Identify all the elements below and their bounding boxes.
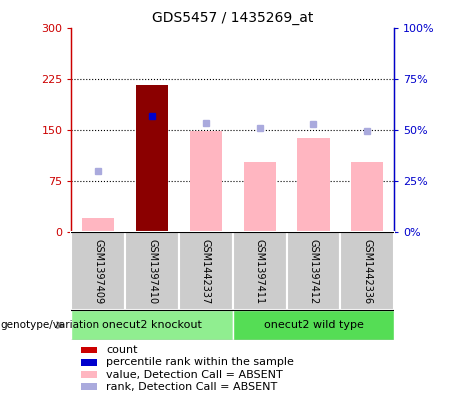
Bar — [81, 371, 97, 378]
Bar — [81, 347, 97, 353]
Bar — [82, 218, 114, 232]
Bar — [287, 232, 340, 310]
Text: GSM1397409: GSM1397409 — [93, 239, 103, 304]
Bar — [351, 162, 384, 232]
Text: rank, Detection Call = ABSENT: rank, Detection Call = ABSENT — [106, 382, 278, 392]
Bar — [233, 232, 287, 310]
Bar — [179, 232, 233, 310]
Text: genotype/variation: genotype/variation — [0, 320, 99, 330]
Text: count: count — [106, 345, 138, 355]
Bar — [81, 359, 97, 366]
Bar — [125, 232, 179, 310]
Bar — [136, 85, 168, 232]
Title: GDS5457 / 1435269_at: GDS5457 / 1435269_at — [152, 11, 313, 25]
Text: GSM1397410: GSM1397410 — [147, 239, 157, 304]
Text: GSM1442337: GSM1442337 — [201, 239, 211, 304]
Bar — [243, 162, 276, 232]
Text: GSM1442336: GSM1442336 — [362, 239, 372, 304]
Text: onecut2 wild type: onecut2 wild type — [264, 320, 363, 330]
Bar — [71, 310, 233, 340]
Text: value, Detection Call = ABSENT: value, Detection Call = ABSENT — [106, 369, 283, 380]
Text: GSM1397411: GSM1397411 — [254, 239, 265, 304]
Text: percentile rank within the sample: percentile rank within the sample — [106, 357, 295, 367]
Text: GSM1397412: GSM1397412 — [308, 239, 319, 304]
Bar — [81, 384, 97, 390]
Bar — [190, 131, 222, 232]
Bar — [297, 138, 330, 232]
Text: onecut2 knockout: onecut2 knockout — [102, 320, 202, 330]
Bar — [233, 310, 394, 340]
Bar — [71, 232, 125, 310]
Bar — [340, 232, 394, 310]
